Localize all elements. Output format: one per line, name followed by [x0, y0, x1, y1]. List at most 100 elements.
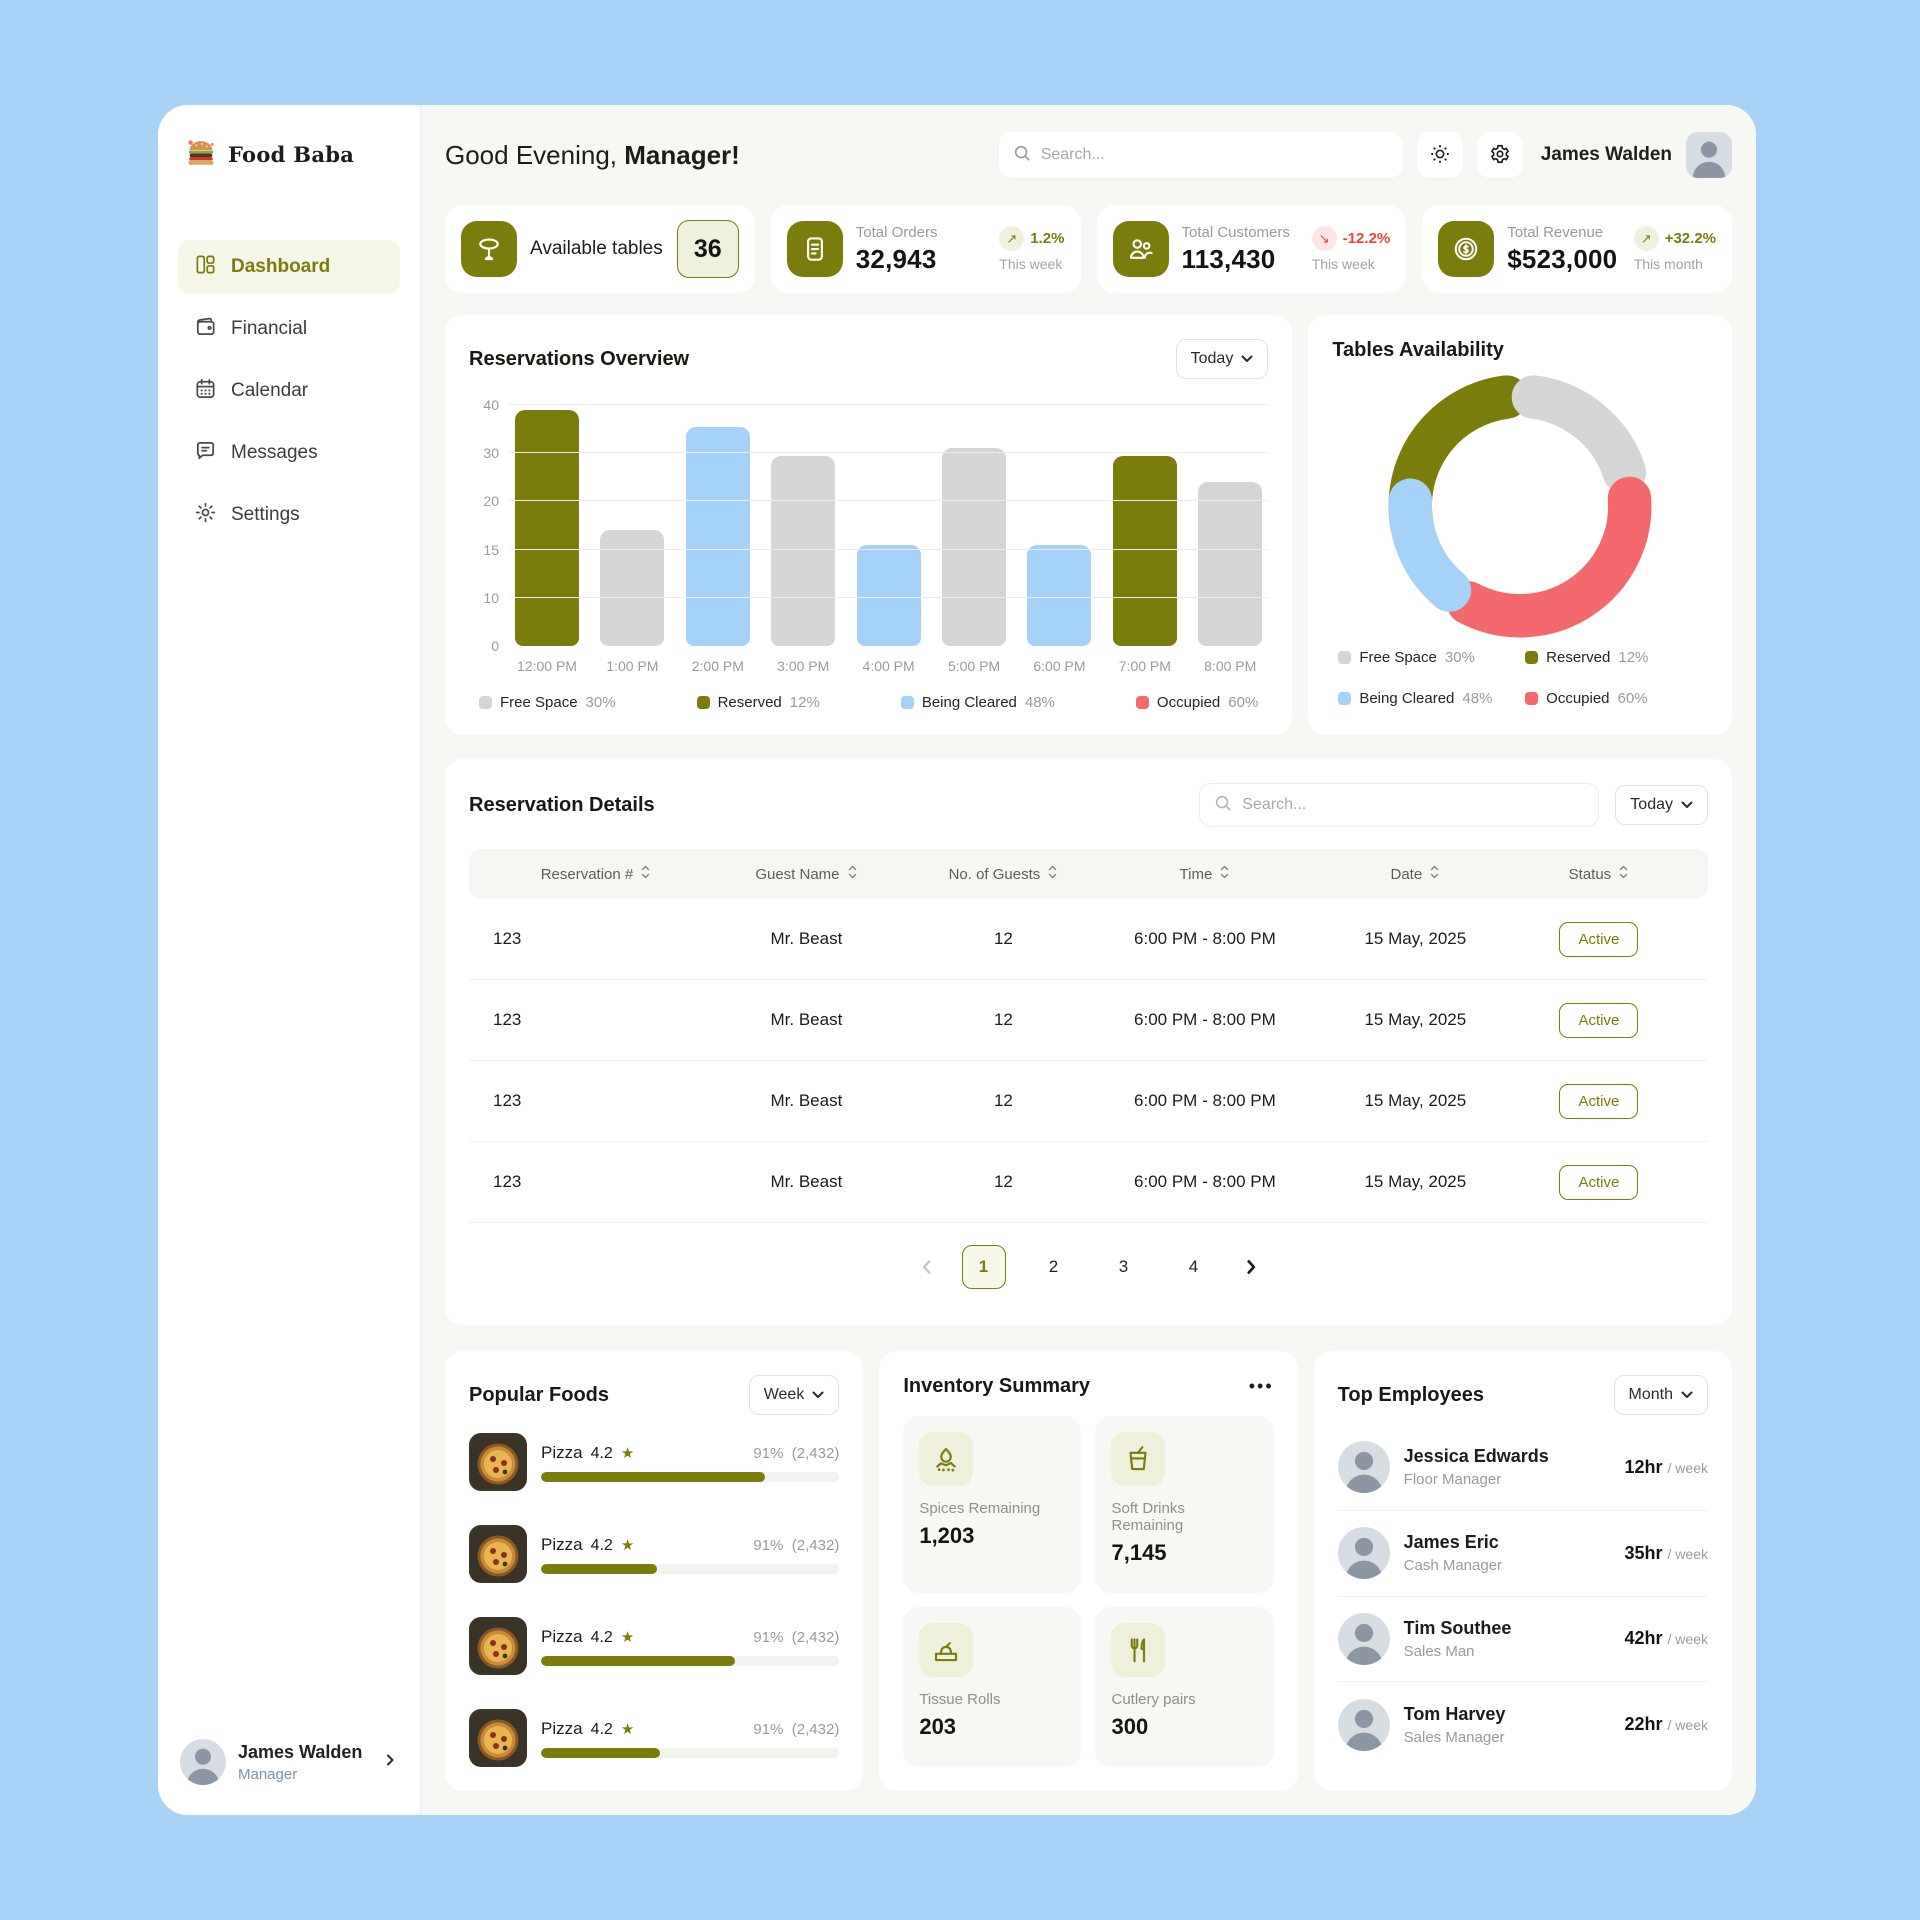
y-tick-label: 30 [483, 445, 499, 462]
food-progress-fill [541, 1471, 765, 1482]
search-input[interactable] [1040, 146, 1389, 164]
sidebar-item-label: Calendar [231, 380, 309, 401]
reservations-overview-card: Reservations Overview Today 40 30 20 15 10 0 [445, 315, 1293, 735]
employee-name: Tom Harvey [1403, 1703, 1506, 1724]
food-rating: 4.2 [590, 1628, 613, 1646]
column-header[interactable]: No. of Guests [914, 865, 1093, 883]
cutlery-icon [1111, 1623, 1166, 1677]
sidebar-item-label: Messages [231, 442, 318, 463]
avatar[interactable] [1686, 132, 1732, 178]
settings-button[interactable] [1476, 132, 1523, 178]
foods-range-select[interactable]: Week [748, 1375, 840, 1415]
sidebar-item-messages[interactable]: Messages [178, 426, 400, 480]
card-title: Reservation Details [469, 793, 655, 816]
page-button[interactable]: 2 [1032, 1245, 1076, 1289]
avatar [1337, 1612, 1390, 1665]
chevron-down-icon [812, 1386, 824, 1404]
employee-role: Sales Manager [1403, 1728, 1505, 1746]
legend-dot [1525, 651, 1539, 664]
chevron-right-icon[interactable] [382, 1752, 398, 1773]
food-name: Pizza [541, 1718, 583, 1738]
inventory-value: 7,145 [1111, 1540, 1167, 1565]
legend-item: Reserved 12% [1525, 649, 1702, 666]
bar-4:00 PM [856, 544, 921, 646]
inventory-tile-tissue-rolls: Tissue Rolls 203 [903, 1607, 1082, 1767]
column-header[interactable]: Date [1317, 865, 1514, 883]
gear-icon [194, 501, 217, 530]
bar-12:00 PM [515, 409, 579, 646]
sidebar-item-calendar[interactable]: Calendar [178, 364, 400, 418]
bar-3:00 PM [771, 455, 836, 646]
more-options-button[interactable]: ••• [1248, 1376, 1274, 1396]
food-item: Pizza 4.2 ★ 91% (2,432) [469, 1709, 840, 1767]
cell-guest-name: Mr. Beast [770, 929, 843, 948]
tables-availability-donut [1332, 362, 1708, 649]
legend-item: Being Cleared 48% [1338, 690, 1515, 707]
stat-label: Total Orders [855, 223, 938, 241]
y-tick-label: 10 [483, 589, 499, 606]
sidebar-item-dashboard[interactable]: Dashboard [178, 240, 400, 294]
drink-cup-icon [1111, 1432, 1166, 1486]
stat-value: 36 [676, 220, 739, 278]
sun-icon [1429, 143, 1451, 168]
customers-icon [1112, 221, 1169, 277]
details-range-select[interactable]: Today [1615, 785, 1708, 825]
column-header[interactable]: Status [1514, 865, 1684, 883]
cell-guest-name: Mr. Beast [770, 1010, 843, 1029]
donut-segment-Being Cleared [1388, 478, 1472, 612]
sidebar: Food Baba Dashboard [158, 105, 421, 1815]
x-tick-label: 6:00 PM [1033, 658, 1086, 674]
trend-badge: ↗ 1.2% [999, 226, 1065, 251]
reservations-search [1199, 783, 1600, 827]
sidebar-item-label: Dashboard [231, 256, 331, 277]
food-progress-fill [541, 1747, 661, 1758]
chart-plot [509, 404, 1269, 646]
reservations-search-input[interactable] [1242, 796, 1585, 814]
donut-legend: Free Space 30% Reserved 12% [1332, 649, 1708, 711]
trend-up-icon: ↗ [1633, 226, 1659, 251]
theme-toggle-button[interactable] [1416, 132, 1463, 178]
sort-icon [847, 865, 858, 883]
avatar [1337, 1527, 1390, 1580]
global-search [998, 132, 1403, 178]
dashboard-icon [194, 253, 217, 282]
sidebar-item-settings[interactable]: Settings [178, 488, 400, 542]
column-header[interactable]: Guest Name [699, 865, 914, 883]
trend-down-icon: ↘ [1311, 226, 1337, 251]
search-icon [1013, 144, 1031, 167]
table-row: 123 Mr. Beast 12 6:00 PM - 8:00 PM 15 Ma… [469, 1061, 1708, 1142]
food-progress-track [541, 1471, 840, 1482]
page-button[interactable]: 3 [1102, 1245, 1146, 1289]
previous-page-button[interactable] [918, 1258, 936, 1276]
sidebar-item-financial[interactable]: Financial [178, 302, 400, 356]
sort-icon [1047, 865, 1058, 883]
column-header[interactable]: Reservation # [493, 865, 699, 883]
page-button[interactable]: 1 [961, 1245, 1006, 1289]
sort-icon [1429, 865, 1440, 883]
table-row: 123 Mr. Beast 12 6:00 PM - 8:00 PM 15 Ma… [469, 1142, 1708, 1223]
status-badge: Active [1559, 1002, 1639, 1038]
legend-dot [696, 696, 710, 709]
column-header[interactable]: Time [1093, 865, 1317, 883]
employee-hours: 12hr / week [1624, 1456, 1708, 1477]
topbar: Good Evening, Manager! [445, 131, 1732, 179]
chevron-down-icon [1241, 350, 1253, 368]
inventory-label: Tissue Rolls [919, 1691, 1001, 1708]
legend-item: Occupied 60% [1525, 690, 1702, 707]
stat-label: Total Customers [1181, 223, 1290, 241]
inventory-label: Cutlery pairs [1111, 1691, 1196, 1708]
next-page-button[interactable] [1242, 1258, 1260, 1276]
food-share: 91% (2,432) [753, 1720, 840, 1738]
employees-range-select[interactable]: Month [1613, 1375, 1708, 1415]
employee-name: Tim Southee [1403, 1617, 1512, 1638]
topbar-user-name: James Walden [1540, 144, 1672, 165]
sort-icon [640, 865, 651, 883]
sidebar-user-card[interactable]: James Walden Manager [178, 1733, 400, 1791]
cell-reservation-id: 123 [493, 929, 522, 948]
page-button[interactable]: 4 [1172, 1245, 1216, 1289]
overview-range-select[interactable]: Today [1175, 339, 1269, 379]
employee-role: Floor Manager [1403, 1471, 1502, 1489]
cell-guests: 12 [993, 929, 1013, 948]
bar-5:00 PM [942, 448, 1007, 646]
cell-time: 6:00 PM - 8:00 PM [1134, 1172, 1276, 1191]
